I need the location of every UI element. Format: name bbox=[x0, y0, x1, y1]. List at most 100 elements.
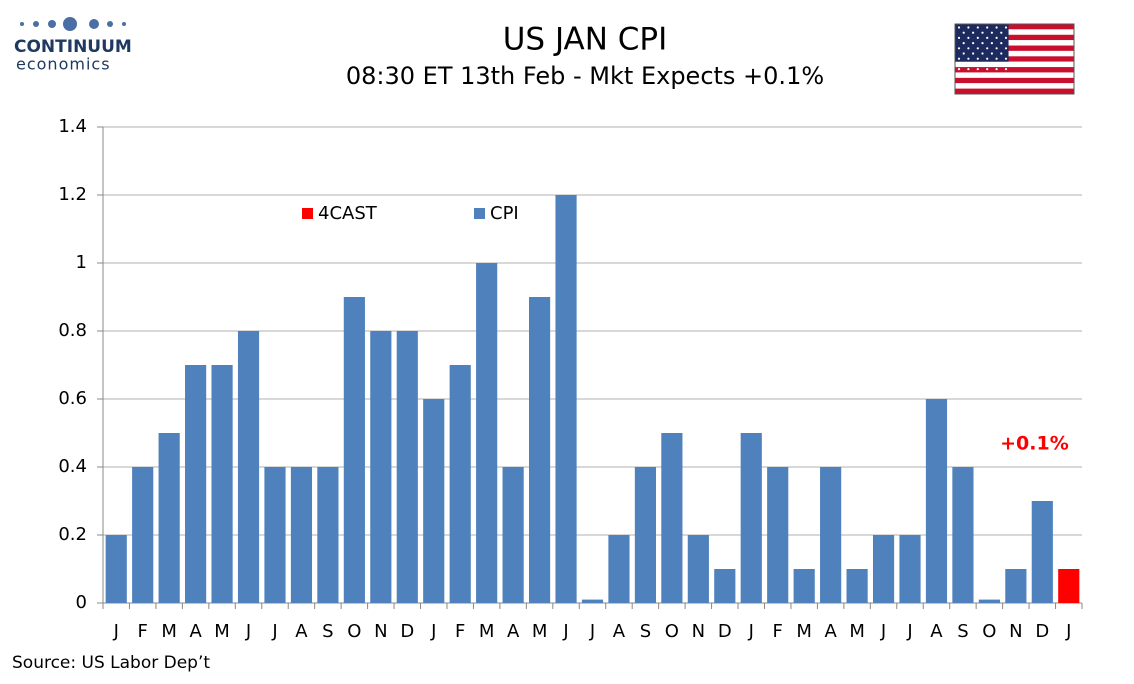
x-tick-label: N bbox=[692, 621, 705, 642]
flag-star bbox=[976, 47, 979, 50]
bar bbox=[237, 331, 260, 603]
flag-star bbox=[976, 36, 979, 40]
logo-dot bbox=[33, 21, 39, 27]
flag-star bbox=[972, 31, 975, 34]
flag-stripe bbox=[955, 29, 1074, 35]
flag-stripe bbox=[955, 24, 1074, 30]
bar bbox=[423, 399, 445, 603]
bar bbox=[555, 195, 577, 603]
flag-star bbox=[986, 57, 989, 60]
x-tick-label: J bbox=[748, 621, 754, 642]
flag-star bbox=[1000, 62, 1003, 65]
flag-star bbox=[967, 36, 970, 40]
x-tick-label: D bbox=[1035, 621, 1049, 642]
logo-dot bbox=[122, 22, 126, 26]
flag-star bbox=[1004, 26, 1008, 29]
legend-label: 4CAST bbox=[318, 203, 378, 224]
bar bbox=[502, 467, 524, 603]
bar bbox=[661, 433, 683, 603]
flag-star bbox=[990, 31, 994, 34]
logo-dot bbox=[63, 17, 77, 31]
chart-subtitle: 08:30 ET 13th Feb - Mkt Expects +0.1% bbox=[346, 62, 824, 90]
flag-stripe bbox=[955, 40, 1074, 46]
x-tick-label: J bbox=[1065, 621, 1071, 642]
x-tick-label: O bbox=[665, 621, 679, 642]
bar bbox=[370, 331, 392, 603]
legend-swatch bbox=[302, 208, 313, 219]
bar bbox=[343, 297, 365, 603]
flag-star bbox=[1000, 31, 1003, 34]
flag-stripe bbox=[955, 67, 1074, 73]
y-tick-label: 0 bbox=[76, 592, 87, 613]
flag-star bbox=[1004, 36, 1008, 40]
bar bbox=[767, 467, 789, 603]
x-tick-label: A bbox=[824, 621, 837, 642]
x-tick-label: D bbox=[400, 621, 414, 642]
flag bbox=[954, 23, 1075, 95]
flag-star bbox=[981, 62, 984, 65]
source-note: Source: US Labor Dep’t bbox=[12, 653, 210, 673]
flag-star bbox=[962, 42, 965, 45]
x-tick-label: O bbox=[982, 621, 996, 642]
bar bbox=[158, 433, 180, 603]
bar bbox=[185, 365, 207, 603]
y-tick-label: 1 bbox=[76, 252, 87, 273]
x-tick-label: M bbox=[849, 621, 865, 642]
flag-star bbox=[990, 62, 994, 65]
bar bbox=[1031, 501, 1053, 603]
flag-star bbox=[962, 62, 965, 65]
flag-star bbox=[986, 47, 989, 50]
flag-star bbox=[995, 68, 998, 71]
flag-stripe bbox=[955, 56, 1074, 62]
logo-name: CONTINUUM bbox=[14, 37, 132, 57]
bar bbox=[952, 467, 974, 603]
x-tick-label: A bbox=[613, 621, 626, 642]
flag-star bbox=[990, 42, 994, 45]
x-tick-label: M bbox=[796, 621, 812, 642]
flag-star bbox=[957, 26, 961, 29]
bar bbox=[793, 569, 815, 603]
flag-star bbox=[981, 31, 984, 34]
x-tick-label: M bbox=[214, 621, 230, 642]
bar bbox=[211, 365, 233, 603]
x-tick-label: J bbox=[430, 621, 436, 642]
flag-star bbox=[986, 26, 989, 29]
flag-stripe bbox=[955, 83, 1074, 89]
flag-star bbox=[995, 26, 998, 29]
flag-star bbox=[1000, 42, 1003, 45]
x-tick-label: F bbox=[455, 621, 465, 642]
bar bbox=[608, 535, 630, 603]
x-tick-label: S bbox=[322, 621, 333, 642]
flag-star bbox=[972, 42, 975, 45]
bar bbox=[1005, 569, 1027, 603]
x-tick-label: F bbox=[773, 621, 783, 642]
bar bbox=[449, 365, 471, 603]
flag-star bbox=[962, 31, 965, 34]
flag-stripe bbox=[955, 88, 1074, 94]
bar bbox=[528, 297, 551, 603]
flag-star bbox=[986, 68, 989, 71]
bar bbox=[634, 467, 657, 603]
flag-star bbox=[1000, 52, 1003, 55]
flag-star bbox=[972, 52, 975, 55]
flag-star bbox=[1004, 57, 1008, 60]
flag-stripe bbox=[955, 72, 1074, 78]
x-tick-label: S bbox=[640, 621, 651, 642]
x-tick-label: O bbox=[347, 621, 361, 642]
flag-star bbox=[981, 52, 984, 55]
flag-stripe bbox=[955, 61, 1074, 68]
x-tick-label: N bbox=[374, 621, 387, 642]
bar bbox=[132, 467, 154, 603]
x-tick-label: J bbox=[562, 621, 568, 642]
flag-star bbox=[995, 36, 998, 40]
bar bbox=[476, 263, 498, 603]
bar bbox=[872, 535, 895, 603]
x-tick-label: J bbox=[245, 621, 251, 642]
bar bbox=[396, 331, 418, 603]
flag-star bbox=[995, 57, 998, 60]
chart-title: US JAN CPI bbox=[503, 22, 668, 58]
y-tick-label: 0.8 bbox=[58, 320, 87, 341]
x-tick-label: A bbox=[507, 621, 520, 642]
x-tick-label: M bbox=[161, 621, 177, 642]
